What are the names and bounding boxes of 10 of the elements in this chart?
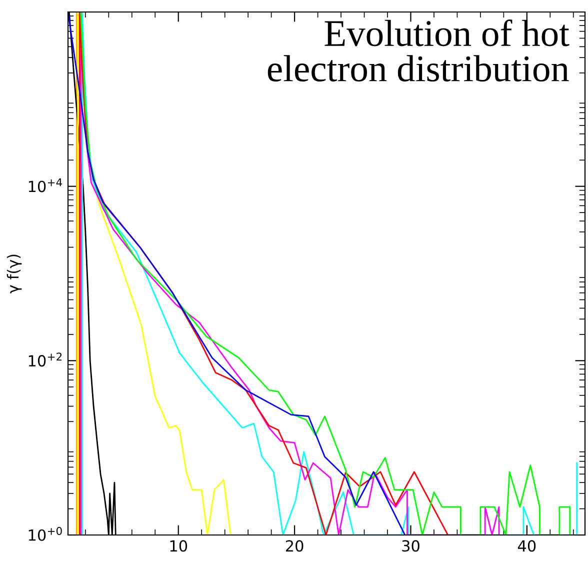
y-tick-label: 10$^{+4}$ xyxy=(28,178,62,192)
x-tick-label: 30 xyxy=(402,540,420,552)
x-tick-label: 40 xyxy=(518,540,536,552)
text: Evolution of hot electron distribution xyxy=(268,19,570,82)
x-tick-label: 10 xyxy=(170,540,188,552)
y-tick-label: 10$^{+2}$ xyxy=(28,352,62,367)
y-axis-title: γ f(γ) xyxy=(6,254,22,294)
x-tick-label: 20 xyxy=(286,540,304,552)
y-tick-label: 10$^{+0}$ xyxy=(28,526,62,541)
line-series xyxy=(77,12,232,535)
